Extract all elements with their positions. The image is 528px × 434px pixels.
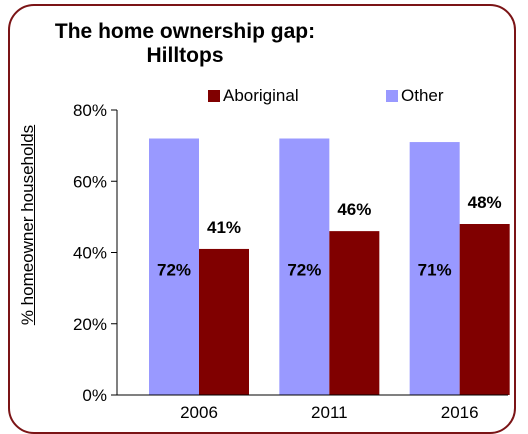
bar-other-2011 (279, 138, 330, 395)
y-tick-label: 80% (73, 101, 107, 120)
legend-swatch-aboriginal (208, 90, 220, 102)
y-tick-label: 60% (73, 172, 107, 191)
chart-title: The home ownership gap: Hilltops (20, 20, 350, 68)
bar-other-2016 (409, 142, 460, 395)
legend-label-other: Other (401, 86, 444, 105)
data-label-other-2011: 72% (287, 261, 321, 280)
data-label-other-2016: 71% (418, 261, 452, 280)
bar-aboriginal-2006 (199, 248, 249, 395)
bar-aboriginal-2016 (459, 224, 510, 395)
legend-swatch-other (386, 90, 398, 102)
bar-aboriginal-2011 (329, 231, 380, 395)
y-tick-label: 20% (73, 315, 107, 334)
x-tick-label-2006: 2006 (180, 403, 218, 422)
data-label-other-2006: 72% (157, 261, 191, 280)
data-label-aboriginal-2006: 41% (207, 218, 241, 237)
data-label-aboriginal-2016: 48% (468, 193, 502, 212)
legend-item-aboriginal: Aboriginal (208, 86, 299, 106)
legend-label-aboriginal: Aboriginal (223, 86, 299, 105)
data-label-aboriginal-2011: 46% (337, 200, 371, 219)
bar-other-2006 (149, 138, 199, 395)
chart-title-line-2: Hilltops (146, 44, 224, 67)
x-tick-label-2011: 2011 (311, 403, 348, 422)
y-tick-label: 0% (82, 386, 107, 405)
chart-title-line-1: The home ownership gap: (54, 20, 316, 43)
x-tick-label-2016: 2016 (441, 403, 479, 422)
y-tick-label: 40% (73, 244, 107, 263)
legend-item-other: Other (386, 86, 444, 106)
